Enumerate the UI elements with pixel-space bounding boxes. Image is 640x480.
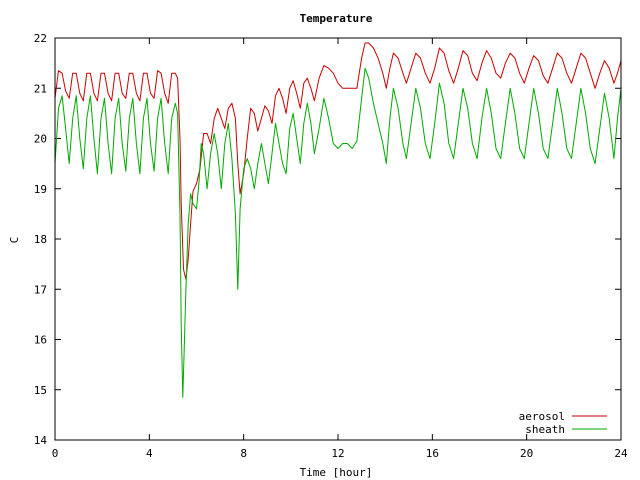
y-tick-label: 18 <box>34 233 47 246</box>
y-tick-label: 15 <box>34 384 47 397</box>
x-tick-label: 8 <box>240 447 247 460</box>
y-tick-label: 16 <box>34 334 47 347</box>
axis-ticks: 14 15 16 17 18 19 20 21 22 0 4 8 12 16 20 24 <box>34 32 628 460</box>
x-tick-label: 4 <box>146 447 153 460</box>
plot-frame <box>54 37 622 441</box>
series-line-aerosol <box>54 42 622 280</box>
x-tick-label: 16 <box>426 447 439 460</box>
chart-title: Temperature <box>300 12 373 25</box>
x-tick-label: 20 <box>520 447 533 460</box>
x-tick-label: 24 <box>614 447 628 460</box>
y-tick-label: 19 <box>34 183 47 196</box>
series-lines <box>54 42 622 398</box>
x-tick-label: 0 <box>52 447 59 460</box>
y-tick-label: 21 <box>34 82 47 95</box>
x-axis-label: Time [hour] <box>300 466 373 479</box>
legend-label-aerosol: aerosol <box>519 410 565 423</box>
series-line-sheath <box>54 67 622 398</box>
y-tick-label: 17 <box>34 283 47 296</box>
y-tick-label: 20 <box>34 133 47 146</box>
y-tick-label: 14 <box>34 434 48 447</box>
legend-label-sheath: sheath <box>525 423 565 436</box>
x-tick-label: 12 <box>331 447 344 460</box>
y-tick-label: 22 <box>34 32 47 45</box>
y-axis-label: C <box>8 237 21 244</box>
